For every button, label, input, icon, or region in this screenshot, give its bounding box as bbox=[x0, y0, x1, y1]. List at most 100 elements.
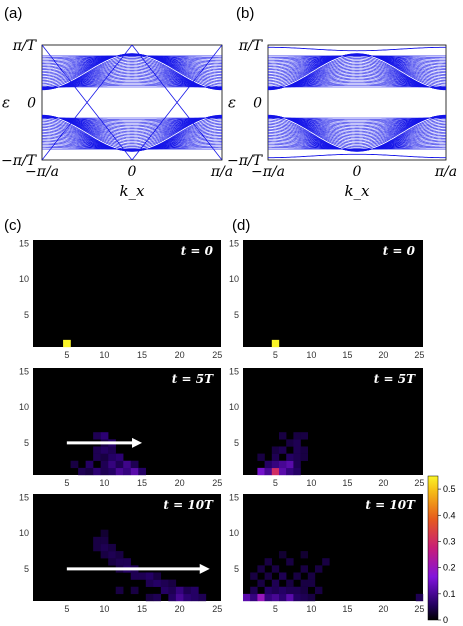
heatmap-cell bbox=[250, 572, 258, 580]
heatmap-cell bbox=[286, 453, 294, 461]
heatmap-cell bbox=[250, 593, 258, 602]
x-tick-label: 10 bbox=[306, 478, 316, 488]
y-tick-label: −π/T bbox=[227, 153, 264, 169]
y-tick-label: π/T bbox=[12, 38, 38, 54]
heatmap-subplot: t = 10T 5 10 15 20 25 5 10 15 bbox=[229, 493, 424, 614]
x-axis-label: k_x bbox=[119, 182, 145, 200]
heatmap-cell bbox=[322, 558, 330, 566]
heatmap-cell bbox=[307, 579, 316, 587]
x-tick-label: 5 bbox=[64, 350, 69, 360]
arrow-head bbox=[132, 437, 143, 448]
panel-label-b: (b) bbox=[236, 5, 254, 22]
y-tick-label: 15 bbox=[19, 493, 29, 503]
heatmap-cell bbox=[300, 586, 308, 595]
heatmap-cell bbox=[286, 439, 294, 447]
y-tick-label: −π/T bbox=[1, 153, 38, 169]
heatmap-cell bbox=[100, 529, 109, 537]
x-tick-label: 5 bbox=[273, 350, 278, 360]
plot-frame bbox=[41, 44, 223, 161]
heatmap-cell bbox=[138, 467, 146, 476]
heatmap-cell bbox=[264, 586, 272, 595]
heatmap-cell bbox=[115, 551, 124, 559]
heatmap-cell bbox=[279, 467, 287, 476]
x-tick-label: 25 bbox=[414, 604, 424, 614]
heatmap-cell bbox=[93, 543, 101, 552]
heatmap-cell bbox=[108, 558, 116, 566]
colorbar-tick-label: 0 bbox=[443, 615, 448, 625]
heatmap-cell bbox=[271, 565, 280, 573]
heatmap-cell bbox=[271, 579, 280, 587]
heatmap-cell bbox=[286, 460, 294, 469]
heatmap-cell bbox=[250, 586, 258, 595]
band-plot-a: −π/a 0 π/a π/T 0 −π/T k_x ε bbox=[1, 38, 233, 200]
colorbar-gradient bbox=[427, 475, 439, 621]
colorbar-tick-label: 0.2 bbox=[443, 563, 456, 573]
panel-label-c: (c) bbox=[4, 217, 22, 234]
y-tick-label: 10 bbox=[229, 274, 239, 284]
heatmap-cell bbox=[100, 432, 109, 440]
edge-state-line bbox=[42, 45, 222, 160]
x-tick-label: π/a bbox=[210, 164, 233, 180]
heatmap-cell bbox=[93, 453, 101, 461]
x-tick-label: 5 bbox=[64, 604, 69, 614]
heatmap-cell bbox=[300, 565, 308, 573]
y-tick-label: 10 bbox=[19, 274, 29, 284]
x-tick-label: 10 bbox=[306, 350, 316, 360]
band-plot-b: −π/a 0 π/a π/T 0 −π/T k_x ε bbox=[227, 38, 457, 200]
x-tick-label: 15 bbox=[342, 604, 352, 614]
time-label: t = 5T bbox=[172, 372, 214, 386]
heatmap-cell bbox=[293, 467, 301, 476]
y-tick-label: 15 bbox=[19, 367, 29, 377]
y-tick-label: π/T bbox=[238, 38, 264, 54]
heatmap-background bbox=[33, 368, 221, 475]
heatmap-cell bbox=[286, 467, 294, 476]
x-tick-label: 20 bbox=[378, 350, 388, 360]
y-tick-label: 10 bbox=[19, 528, 29, 538]
heatmap-cell bbox=[264, 593, 272, 602]
time-label: t = 10T bbox=[163, 498, 214, 512]
y-tick-label: 0 bbox=[253, 96, 262, 112]
x-axis-label: k_x bbox=[344, 182, 370, 200]
y-axis-label: ε bbox=[2, 94, 10, 112]
heatmap-cell bbox=[145, 593, 154, 602]
y-tick-label: 15 bbox=[229, 493, 239, 503]
colorbar: 0.5 0.4 0.3 0.2 0.1 0 bbox=[427, 475, 456, 625]
heatmap-cell bbox=[300, 551, 308, 559]
y-tick-label: 10 bbox=[229, 402, 239, 412]
heatmap-background bbox=[33, 240, 221, 347]
heatmap-cell bbox=[415, 593, 424, 602]
heatmap-cell bbox=[100, 543, 109, 552]
heatmap-cell bbox=[130, 572, 139, 580]
heatmap-cell bbox=[257, 565, 265, 573]
heatmap-cell bbox=[293, 439, 301, 447]
heatmap-subplot: t = 0 5 10 15 20 25 5 10 15 bbox=[19, 239, 222, 360]
heatmap-cell bbox=[153, 579, 162, 587]
heatmap-cell bbox=[160, 579, 169, 587]
heatmap-subplot: t = 5T 5 10 15 20 25 5 10 15 bbox=[19, 367, 222, 488]
edge-state-line bbox=[268, 46, 446, 52]
y-tick-label: 15 bbox=[229, 367, 239, 377]
heatmap-cell bbox=[271, 453, 280, 461]
heatmap-cell bbox=[70, 460, 79, 469]
heatmap-cell bbox=[168, 593, 177, 602]
heatmap-cell bbox=[85, 467, 94, 476]
y-axis-label: ε bbox=[228, 94, 236, 112]
x-tick-label: 5 bbox=[273, 604, 278, 614]
heatmap-cell bbox=[123, 558, 131, 566]
heatmap-cell bbox=[271, 467, 280, 476]
heatmap-cell bbox=[257, 467, 265, 476]
heatmap-cell bbox=[93, 432, 101, 440]
heatmap-cell bbox=[138, 572, 146, 580]
x-tick-label: 0 bbox=[353, 164, 362, 180]
heatmap-cell bbox=[100, 551, 109, 559]
y-tick-label: 15 bbox=[19, 239, 29, 249]
heatmap-cell bbox=[293, 586, 301, 595]
x-tick-label: 20 bbox=[175, 478, 185, 488]
x-tick-label: 20 bbox=[175, 604, 185, 614]
heatmap-cell bbox=[271, 460, 280, 469]
bulk-band bbox=[42, 53, 222, 89]
heatmap-cell bbox=[145, 572, 154, 580]
heatmap-cell bbox=[190, 593, 199, 602]
x-tick-label: −π/a bbox=[251, 164, 285, 180]
heatmap-cell bbox=[279, 460, 287, 469]
